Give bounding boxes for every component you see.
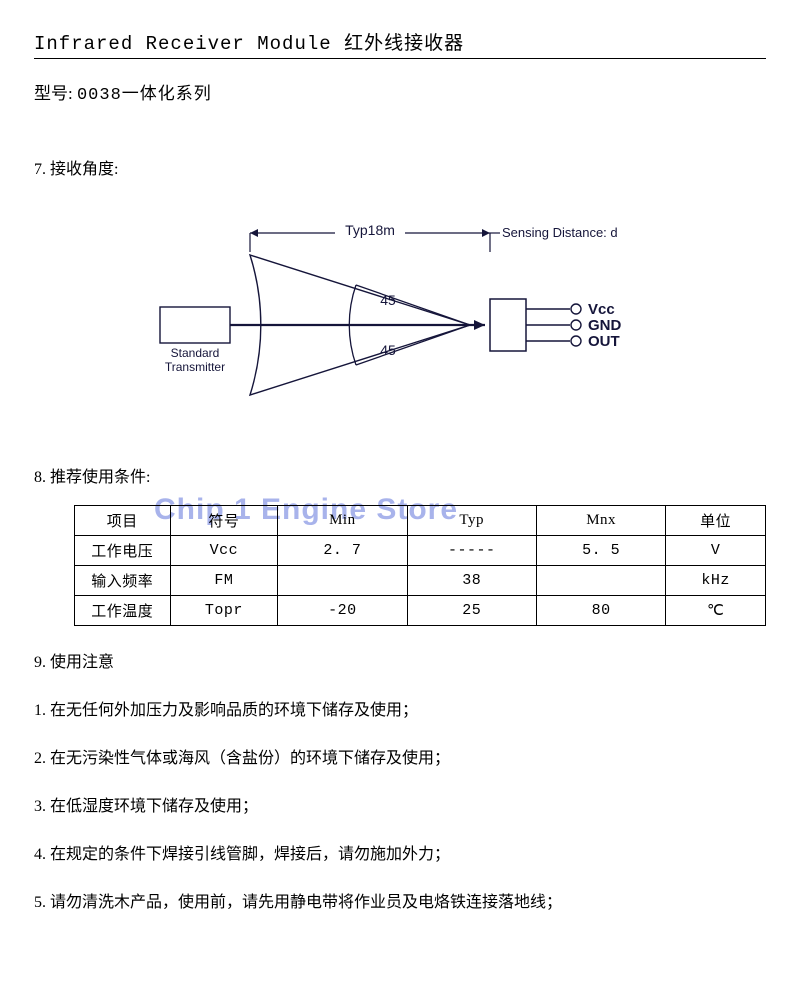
table-cell: ℃ xyxy=(666,596,766,626)
table-cell: 工作电压 xyxy=(75,536,171,566)
section7-heading: 7. 接收角度: xyxy=(34,155,766,179)
table-header: 符号 xyxy=(170,506,278,536)
title-zh: 红外线接收器 xyxy=(344,33,464,55)
table-cell: 输入频率 xyxy=(75,566,171,596)
table-cell: FM xyxy=(170,566,278,596)
table-cell: 38 xyxy=(407,566,536,596)
table-cell: -20 xyxy=(278,596,407,626)
section8-heading: 8. 推荐使用条件: xyxy=(34,463,766,487)
page-title: Infrared Receiver Module 红外线接收器 xyxy=(34,28,766,59)
title-en: Infrared Receiver Module xyxy=(34,33,332,55)
table-cell: ----- xyxy=(407,536,536,566)
table-row: 输入频率FM 38 kHz xyxy=(75,566,766,596)
pin-gnd: GND xyxy=(588,317,622,334)
angle-top: 45 xyxy=(380,292,396,308)
angle-bot: 45 xyxy=(380,342,396,358)
table-row: 工作温度Topr-202580℃ xyxy=(75,596,766,626)
table-cell: 5. 5 xyxy=(536,536,665,566)
usage-note: 4. 在规定的条件下焊接引线管脚，焊接后，请勿施加外力； xyxy=(34,840,766,864)
table-row: 工作电压Vcc2. 7-----5. 5V xyxy=(75,536,766,566)
table-header: 单位 xyxy=(666,506,766,536)
reception-angle-diagram: Standard Transmitter 45 45 Typ18m Sensin… xyxy=(34,197,766,437)
model-line: 型号: 0038一体化系列 xyxy=(34,79,766,105)
pin-vcc: Vcc xyxy=(588,301,615,318)
usage-note: 1. 在无任何外加压力及影响品质的环境下储存及使用； xyxy=(34,696,766,720)
spec-table-holder: Chip 1 Engine Store 项目符号MinTypMnx单位 工作电压… xyxy=(34,505,766,626)
pin-out: OUT xyxy=(588,333,620,350)
table-cell: 25 xyxy=(407,596,536,626)
table-header: Mnx xyxy=(536,506,665,536)
transmitter-label-1: Standard xyxy=(171,346,220,360)
distance-label: Typ18m xyxy=(345,222,395,238)
spec-table: 项目符号MinTypMnx单位 工作电压Vcc2. 7-----5. 5V输入频… xyxy=(74,505,766,626)
sensing-label: Sensing Distance: d xyxy=(502,225,618,240)
usage-notes-list: 1. 在无任何外加压力及影响品质的环境下储存及使用； 2. 在无污染性气体或海风（… xyxy=(34,696,766,912)
usage-note: 2. 在无污染性气体或海风（含盐份）的环境下储存及使用； xyxy=(34,744,766,768)
table-cell: 80 xyxy=(536,596,665,626)
model-code: 0038一体化系列 xyxy=(77,86,212,105)
usage-note: 5. 请勿清洗木产品，使用前，请先用静电带将作业员及电烙铁连接落地线； xyxy=(34,888,766,912)
table-cell xyxy=(278,566,407,596)
usage-note: 3. 在低湿度环境下储存及使用； xyxy=(34,792,766,816)
table-cell: 工作温度 xyxy=(75,596,171,626)
section9-heading: 9. 使用注意 xyxy=(34,648,766,672)
table-cell: 2. 7 xyxy=(278,536,407,566)
table-cell: V xyxy=(666,536,766,566)
table-cell: Vcc xyxy=(170,536,278,566)
table-header: 项目 xyxy=(75,506,171,536)
table-cell: kHz xyxy=(666,566,766,596)
table-header: Typ xyxy=(407,506,536,536)
table-header: Min xyxy=(278,506,407,536)
table-cell: Topr xyxy=(170,596,278,626)
transmitter-label-2: Transmitter xyxy=(165,360,225,374)
table-cell xyxy=(536,566,665,596)
model-label: 型号: xyxy=(34,84,73,103)
